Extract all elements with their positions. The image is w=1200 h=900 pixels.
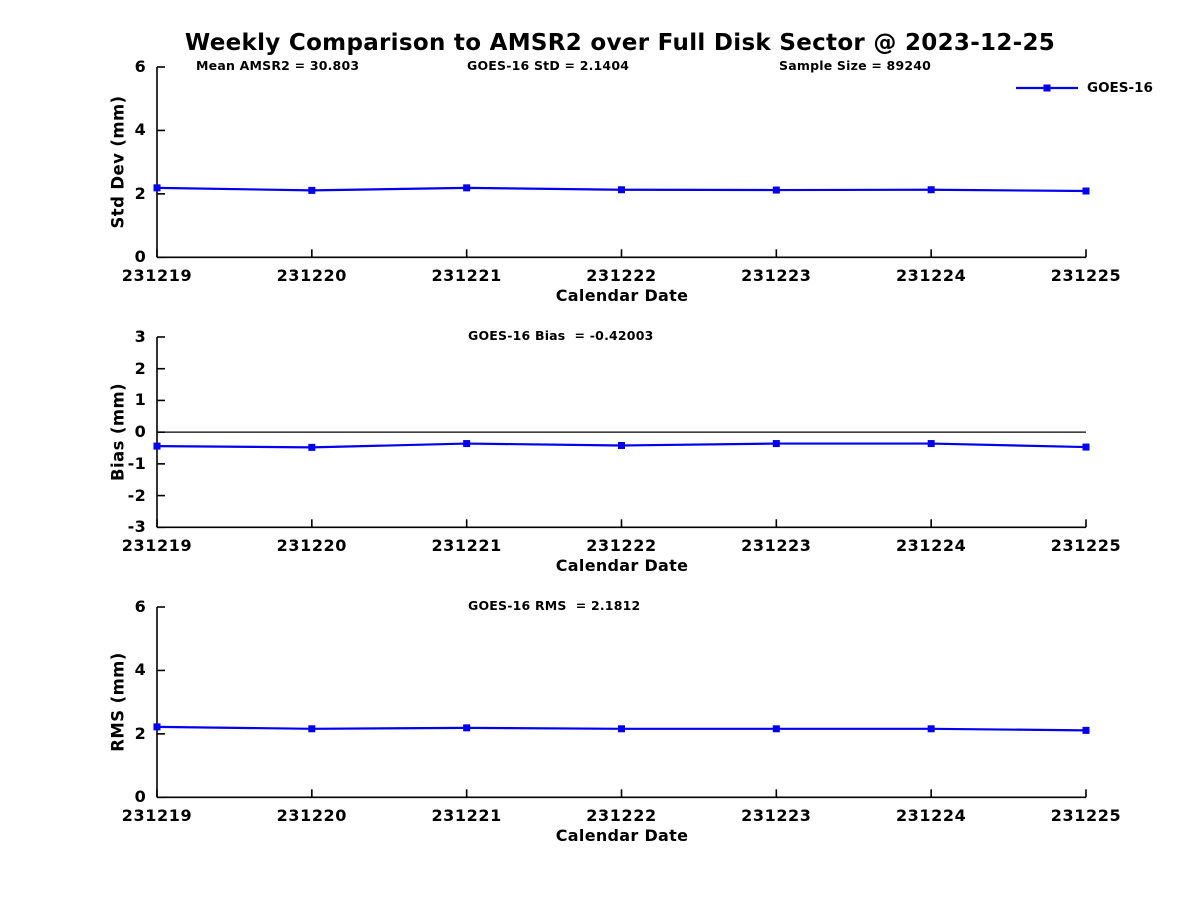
data-point-marker [153,723,161,731]
x-tick-label: 231223 [741,536,812,556]
annotation-goes16-bias: GOES-16 Bias = -0.42003 [468,328,654,343]
legend: GOES-16 [1014,79,1153,97]
data-point-marker [772,186,780,194]
data-point-marker [308,725,316,733]
x-tick-label: 231221 [431,806,502,826]
x-tick-label: 231220 [276,536,348,556]
x-tick-label: 231225 [1050,536,1122,556]
x-tick-label: 231224 [895,266,967,286]
x-tick-label: 231221 [431,266,502,286]
x-tick-label: 231220 [276,266,348,286]
legend-label: GOES-16 [1087,80,1153,96]
x-tick-label: 231225 [1050,266,1122,286]
y-tick-label: 2 [134,723,146,743]
legend-line-marker-swatch [1016,84,1078,92]
y-tick-label: 6 [134,57,146,76]
y-tick-label: 4 [134,660,146,680]
x-tick-label: 231221 [431,536,502,556]
x-tick-label: 231224 [895,536,967,556]
figure-title: Weekly Comparison to AMSR2 over Full Dis… [184,30,1056,56]
y-tick-label: 1 [134,390,146,410]
x-tick-label: 231225 [1050,806,1122,826]
data-point-marker [308,186,316,194]
annotation-sample-size: Sample Size = 89240 [779,58,932,73]
data-point-marker [618,725,625,733]
y-tick-label: 2 [134,358,146,378]
data-point-marker [463,724,471,732]
data-point-marker [1082,443,1090,451]
y-tick-label: 3 [134,327,146,346]
x-tick-label: 231220 [276,806,348,826]
x-tick-label: 231223 [741,806,812,826]
y-tick-label: 4 [134,120,146,140]
data-point-marker [927,440,935,448]
y-tick-label: 6 [134,597,146,616]
data-point-marker [153,442,161,450]
annotation-goes16-std: GOES-16 StD = 2.1404 [467,58,630,73]
ylabel-std-dev: Std Dev (mm) [108,95,128,229]
y-tick-label: -3 [127,517,146,537]
data-point-marker [772,725,780,733]
x-tick-label: 231222 [586,806,657,826]
xlabel-calendar-date-2: Calendar Date [555,556,689,575]
x-tick-label: 231219 [121,806,193,826]
data-point-marker [463,184,471,192]
data-point-marker [1082,726,1090,734]
annotation-mean-amsr2: Mean AMSR2 = 30.803 [196,58,360,73]
y-tick-label: -1 [127,453,146,473]
x-tick-label: 231222 [586,266,657,286]
data-point-marker [1082,187,1090,195]
data-point-marker [618,186,625,194]
annotation-goes16-rms: GOES-16 RMS = 2.1812 [468,598,641,613]
x-tick-label: 231219 [121,536,193,556]
xlabel-calendar-date-3: Calendar Date [555,826,689,845]
y-tick-label: 0 [134,787,146,807]
xlabel-calendar-date-1: Calendar Date [555,286,689,305]
x-tick-label: 231224 [895,806,967,826]
data-point-marker [927,725,935,733]
y-tick-label: 0 [134,422,146,442]
data-point-marker [927,186,935,194]
y-tick-label: 0 [134,247,146,267]
y-tick-label: -2 [127,485,146,505]
x-tick-label: 231222 [586,536,657,556]
data-point-marker [308,443,316,451]
legend-marker [1043,84,1051,92]
data-point-marker [463,440,471,448]
data-point-marker [618,441,625,449]
x-tick-label: 231223 [741,266,812,286]
x-tick-label: 231219 [121,266,193,286]
y-tick-label: 2 [134,183,146,203]
data-point-marker [772,440,780,448]
data-point-marker [153,184,161,192]
